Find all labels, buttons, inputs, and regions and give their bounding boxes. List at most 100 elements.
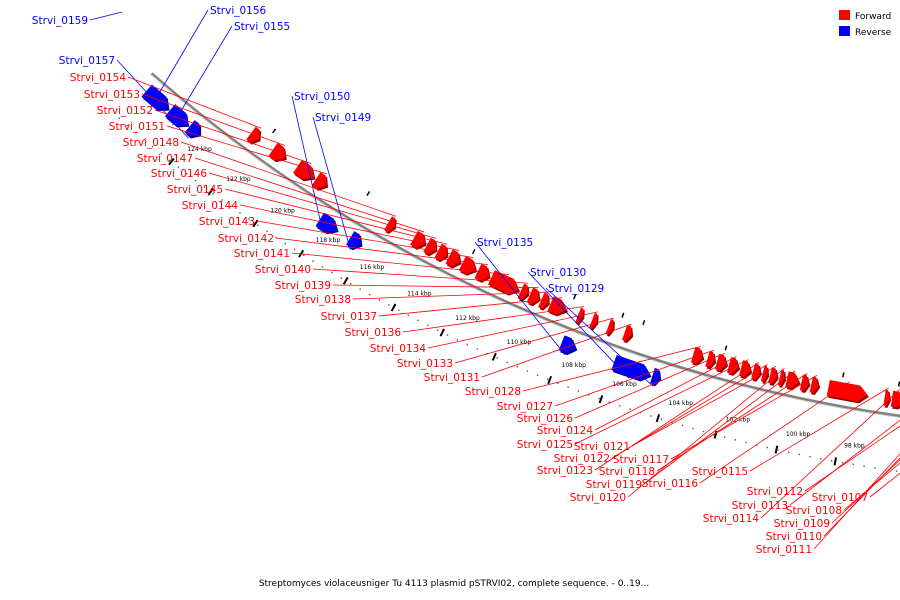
map-caption: Streptomyces violaceusniger Tu 4113 plas… — [259, 579, 649, 589]
ruler-dot — [446, 334, 449, 336]
leader-line — [545, 287, 654, 387]
ruler-dot — [221, 199, 223, 201]
leader-line — [256, 220, 474, 259]
gene-strvi_0146[interactable] — [423, 237, 436, 255]
ruler-dot — [777, 449, 779, 451]
ruler-dot — [841, 461, 844, 464]
gene-strvi_0152[interactable] — [293, 159, 315, 180]
ruler-dot — [766, 446, 768, 449]
gene-label: Strvi_0141 — [234, 248, 290, 260]
gene-strvi_0148[interactable] — [384, 216, 396, 233]
gene-strvi_0144[interactable] — [445, 249, 461, 267]
ruler-dot — [852, 463, 854, 466]
leader-line — [643, 370, 796, 485]
leader-line — [180, 141, 397, 217]
legend-reverse-swatch — [839, 26, 850, 36]
ruler-dot — [734, 439, 736, 441]
gene-label: Strvi_0149 — [315, 112, 371, 124]
gene-label: Strvi_0157 — [59, 55, 115, 67]
gene-label: Strvi_0138 — [295, 294, 351, 306]
ruler-dot — [863, 465, 865, 467]
leader-line — [627, 368, 785, 498]
gene-strvi_0125[interactable] — [739, 360, 751, 378]
inner-tick — [471, 249, 476, 255]
gene-strvi_0156[interactable] — [141, 84, 169, 110]
ruler-tick — [774, 445, 779, 454]
gene-label: Strvi_0144 — [182, 200, 239, 212]
ruler-tick-label: 114 kbp — [407, 290, 432, 297]
ruler-tick-label: 120 kbp — [270, 207, 295, 214]
ruler-dot — [248, 218, 250, 220]
inner-tick — [573, 294, 577, 300]
ruler-dot — [629, 408, 631, 410]
gene-label: Strvi_0148 — [123, 137, 179, 149]
gene-strvi_0131[interactable] — [621, 324, 632, 342]
gene-strvi_0142[interactable] — [474, 263, 490, 281]
ruler-dot — [266, 230, 268, 233]
leader-line — [402, 306, 585, 333]
gene-label: Strvi_0109 — [774, 518, 830, 530]
ruler-dot — [312, 260, 314, 262]
ruler-dot — [388, 304, 390, 306]
leader-line — [574, 352, 725, 419]
ruler-tick — [342, 276, 349, 285]
gene-strvi_0143[interactable] — [458, 256, 476, 274]
gene-strvi_0149[interactable] — [345, 231, 362, 249]
gene-label: Strvi_0151 — [109, 121, 165, 133]
leader-line — [116, 59, 189, 139]
leader-line — [454, 317, 615, 364]
ruler-dot — [506, 361, 508, 364]
gene-strvi_0115[interactable] — [883, 389, 890, 406]
leader-line — [194, 157, 425, 233]
leader-line — [527, 271, 630, 379]
ruler-dot — [650, 415, 652, 417]
leader-line — [574, 359, 749, 445]
gene-strvi_0150[interactable] — [315, 212, 338, 233]
ruler-dot — [257, 224, 259, 227]
inner-tick — [272, 128, 277, 134]
gene-strvi_0133[interactable] — [605, 318, 614, 335]
ruler-tick — [207, 187, 214, 196]
ruler-tick — [390, 303, 397, 312]
gene-label: Strvi_0115 — [692, 466, 748, 478]
gene-label: Strvi_0154 — [70, 72, 127, 84]
leader-line — [427, 311, 598, 349]
ruler-dot — [496, 357, 498, 359]
gene-label: Strvi_0139 — [275, 280, 331, 292]
ruler-dot — [340, 277, 342, 279]
ruler-dot — [895, 470, 898, 472]
gene-label: Strvi_0143 — [199, 216, 255, 228]
gene-label: Strvi_0108 — [786, 505, 842, 517]
gene-strvi_0117[interactable] — [809, 376, 819, 394]
gene-label: Strvi_0120 — [570, 492, 626, 504]
gene-strvi_0155[interactable] — [164, 104, 188, 126]
leader-line — [141, 93, 286, 146]
gene-strvi_0120[interactable] — [777, 369, 785, 386]
leader-line — [804, 425, 900, 492]
leader-line — [154, 109, 312, 165]
ruler-dot — [681, 424, 684, 427]
gene-strvi_0147[interactable] — [410, 230, 425, 248]
gene-strvi_0129[interactable] — [650, 367, 660, 385]
gene-strvi_0136[interactable] — [575, 307, 584, 324]
gene-label: Strvi_0111 — [756, 544, 812, 556]
ruler-dot — [212, 192, 214, 195]
gene-strvi_0124[interactable] — [726, 357, 739, 374]
gene-strvi_0130[interactable] — [611, 354, 651, 380]
gene-strvi_0114[interactable] — [890, 390, 900, 408]
ruler-tick — [598, 395, 604, 404]
gene-label: Strvi_0125 — [517, 439, 573, 451]
ruler-dot — [557, 382, 559, 384]
ruler-dot — [436, 329, 439, 331]
ruler-tick-label: 108 kbp — [562, 362, 587, 369]
gene-strvi_0138[interactable] — [538, 292, 549, 309]
gene-strvi_0151[interactable] — [311, 172, 327, 189]
gene-strvi_0116[interactable] — [826, 379, 868, 402]
inner-tick — [621, 312, 625, 318]
leader-line — [670, 375, 818, 460]
gene-strvi_0122[interactable] — [760, 365, 768, 382]
gene-strvi_0154[interactable] — [246, 126, 260, 143]
ruler-dot — [195, 179, 197, 182]
gene-strvi_0128[interactable] — [690, 346, 703, 364]
